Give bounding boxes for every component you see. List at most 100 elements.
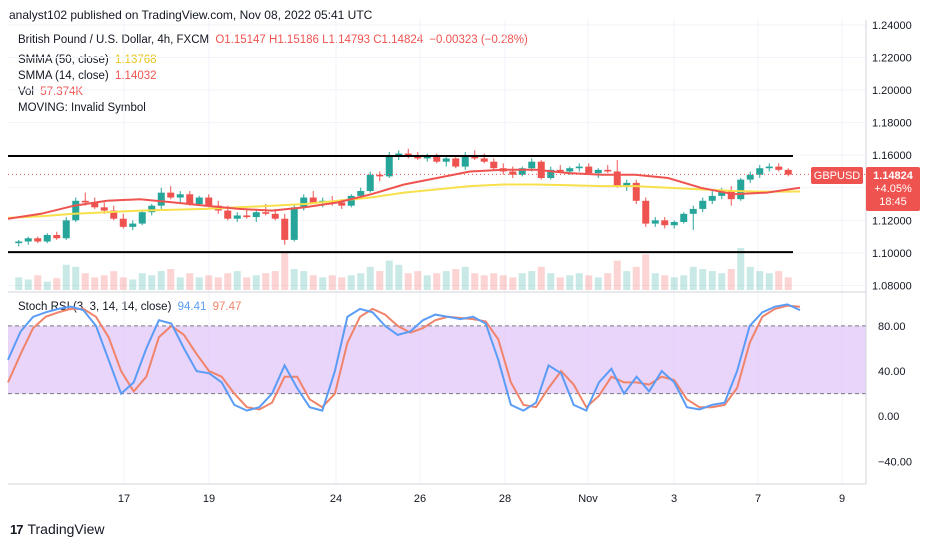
volume-bar <box>148 275 156 290</box>
candle-body <box>699 200 707 209</box>
candles <box>15 148 792 247</box>
price-badge-change: +4.05% <box>874 183 912 195</box>
time-tick-label: 3 <box>671 493 677 505</box>
moving-label: MOVING: Invalid Symbol <box>18 102 146 114</box>
volume-bar <box>756 271 764 290</box>
symbol-badge-bg <box>811 167 863 184</box>
candle-body <box>480 158 488 162</box>
stoch-k-value: 94.41 <box>177 301 207 313</box>
volume-bar <box>252 275 260 290</box>
candle-body <box>632 182 640 201</box>
volume-bar <box>490 273 498 290</box>
volume-bar <box>708 271 716 290</box>
volume-bar <box>547 273 555 290</box>
price-badge-countdown: 18:45 <box>879 196 907 208</box>
candle-body <box>72 200 80 221</box>
candle-body <box>575 166 583 169</box>
volume-bar <box>81 273 89 290</box>
stoch-k-line <box>7 303 801 412</box>
volume-bar <box>281 252 289 290</box>
candle-body <box>395 153 403 156</box>
candle-body <box>338 202 346 206</box>
ohlc-values: O1.15147 H1.15186 L1.14793 C1.14824 <box>215 34 424 46</box>
candle-body <box>661 220 669 226</box>
volume-bar <box>319 277 327 290</box>
volume-bar <box>737 248 745 290</box>
candle-body <box>195 197 203 205</box>
price-badge-price: 1.14824 <box>873 170 914 182</box>
candle-body <box>233 215 241 219</box>
candle-body <box>81 200 89 203</box>
candle-body <box>62 220 70 239</box>
volume-bar <box>338 277 346 290</box>
candle-body <box>290 207 298 240</box>
stoch-tick-label: −40.00 <box>878 456 912 468</box>
volume-bar <box>613 260 621 290</box>
sma50-line <box>7 183 801 219</box>
volume-bar <box>632 266 640 290</box>
volume-bar <box>15 277 23 290</box>
volume-bar <box>499 275 507 290</box>
candle-body <box>53 234 61 239</box>
volume-bar <box>300 271 308 290</box>
candle-body <box>186 194 194 205</box>
volume-bar <box>642 254 650 290</box>
stoch-tick-label: 80.00 <box>878 321 906 333</box>
time-tick-label: 26 <box>414 493 426 505</box>
volume-bar <box>176 277 184 290</box>
volume-bar <box>138 273 146 290</box>
stoch-band <box>8 325 866 394</box>
price-change: −0.00323 (−0.28%) <box>429 34 528 46</box>
volume-bar <box>395 264 403 290</box>
volume-bar <box>100 275 108 290</box>
volume-bar <box>243 277 251 290</box>
candle-body <box>281 218 289 240</box>
volume-bar <box>233 271 241 290</box>
volume-bar <box>528 271 536 290</box>
candle-body <box>100 207 108 211</box>
time-tick-label: 19 <box>203 493 215 505</box>
candle-body <box>167 192 175 198</box>
footer-brand[interactable]: 17 TradingView <box>10 521 105 537</box>
volume-bar <box>186 273 194 290</box>
indicator-lines <box>7 155 866 412</box>
candle-body <box>727 191 735 200</box>
sma14-legend: SMMA (14, close) 1.14032 <box>18 70 157 82</box>
volume-bar <box>24 279 32 290</box>
candle-body <box>651 220 659 224</box>
candle-body <box>765 166 773 169</box>
candle-body <box>623 182 631 187</box>
volume-bar <box>205 275 213 290</box>
time-tick-label: 9 <box>839 493 845 505</box>
sma14-line <box>7 168 801 220</box>
brand-name: TradingView <box>27 521 105 537</box>
volume-bar <box>594 277 602 290</box>
candle-body <box>718 191 726 196</box>
volume-legend: Vol 57.374K <box>18 86 83 98</box>
symbol-legend: British Pound / U.S. Dollar, 4h, FXCM O1… <box>18 34 528 46</box>
candle-body <box>423 156 431 159</box>
candle-body <box>404 153 412 156</box>
price-badge: GBPUSD 1.14824 +4.05% 18:45 <box>811 167 920 211</box>
time-tick-label: Nov <box>578 493 598 505</box>
volume-bar <box>366 266 374 290</box>
candle-body <box>243 215 251 218</box>
candle-body <box>442 158 450 162</box>
candle-body <box>148 205 156 213</box>
volume-bar <box>775 271 783 290</box>
volume-bar <box>537 266 545 290</box>
price-badge-bg <box>866 167 920 211</box>
candle-body <box>642 200 650 224</box>
volume-bar <box>157 271 165 290</box>
candle-body <box>680 213 688 222</box>
volume-bar <box>556 277 564 290</box>
candle-body <box>385 155 393 177</box>
volume-bar <box>195 277 203 290</box>
candle-body <box>528 161 536 169</box>
volume-bar <box>309 275 317 290</box>
candle-body <box>271 213 279 219</box>
volume-bar <box>91 277 99 290</box>
volume-bar <box>385 260 393 290</box>
price-tick-label: 1.20000 <box>872 85 912 97</box>
